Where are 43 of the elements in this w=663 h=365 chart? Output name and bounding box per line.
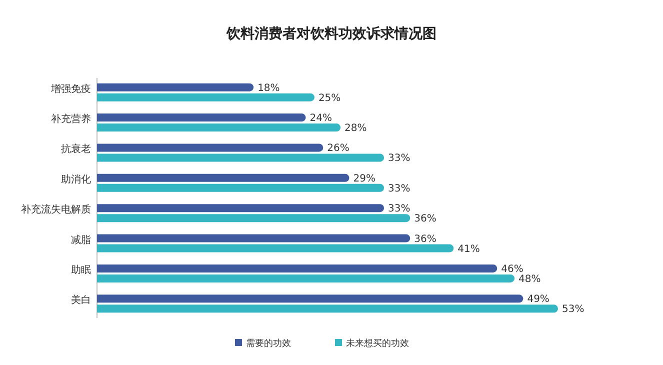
data-label: 36% bbox=[414, 234, 436, 245]
y-tick-label: 美白 bbox=[71, 294, 91, 306]
bar bbox=[97, 264, 498, 272]
data-label: 25% bbox=[318, 92, 341, 104]
data-label: 29% bbox=[353, 173, 376, 184]
bar bbox=[97, 174, 350, 182]
y-tick-label: 助消化 bbox=[61, 173, 91, 186]
data-label: 33% bbox=[388, 153, 410, 164]
data-label: 26% bbox=[327, 143, 350, 154]
bar bbox=[97, 184, 384, 192]
data-label: 49% bbox=[527, 294, 550, 306]
data-label: 36% bbox=[414, 214, 436, 225]
bar bbox=[97, 234, 410, 242]
bar bbox=[97, 204, 384, 212]
bar bbox=[97, 304, 558, 313]
bar bbox=[97, 244, 454, 252]
bar bbox=[97, 214, 410, 222]
data-label: 41% bbox=[458, 244, 480, 255]
bar bbox=[97, 114, 306, 122]
data-label: 18% bbox=[258, 82, 280, 94]
bar bbox=[97, 83, 254, 92]
bar bbox=[97, 274, 515, 282]
y-tick-label: 补充流失电解质 bbox=[21, 204, 91, 216]
y-tick-label: 助眠 bbox=[71, 264, 91, 276]
bar bbox=[97, 154, 384, 162]
bar bbox=[97, 294, 524, 303]
data-label: 33% bbox=[388, 204, 410, 215]
y-tick-label: 增强免疫 bbox=[50, 82, 91, 95]
bar bbox=[97, 93, 314, 102]
data-label: 28% bbox=[344, 123, 367, 134]
data-label: 48% bbox=[518, 274, 541, 285]
y-tick-label: 补充营养 bbox=[51, 113, 91, 126]
y-tick-label: 减脂 bbox=[71, 234, 91, 246]
y-tick-label: 抗衰老 bbox=[61, 143, 91, 156]
legend-label: 未来想买的功效 bbox=[346, 338, 409, 350]
chart-title: 饮料消费者对饮料功效诉求情况图 bbox=[226, 26, 436, 42]
bar bbox=[97, 144, 324, 152]
data-label: 24% bbox=[310, 113, 332, 124]
data-label: 46% bbox=[501, 264, 524, 275]
legend-label: 需要的功效 bbox=[246, 338, 291, 350]
bar bbox=[97, 124, 341, 132]
data-label: 33% bbox=[388, 183, 410, 194]
data-label: 53% bbox=[562, 304, 584, 316]
